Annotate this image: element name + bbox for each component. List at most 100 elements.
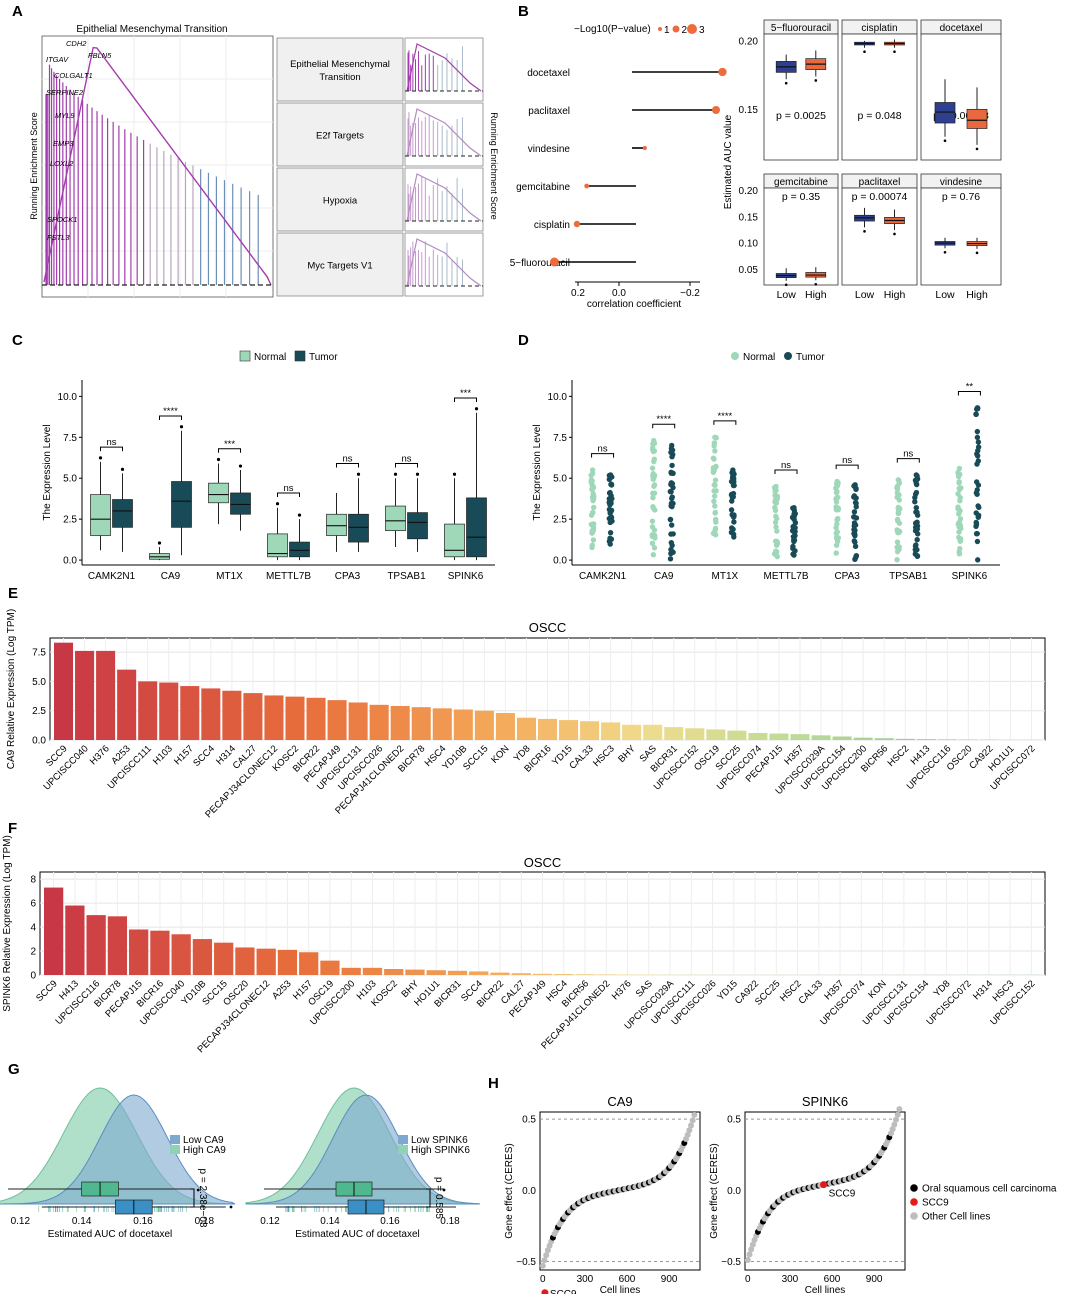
dotD-point bbox=[974, 453, 981, 459]
geneset-name: Epithelial Mesenchymal bbox=[290, 59, 390, 70]
dotD-point bbox=[974, 405, 981, 411]
boxC-xtick-label: MT1X bbox=[216, 571, 243, 582]
dotD-xtick-label: SPINK6 bbox=[952, 571, 988, 582]
ceres-point bbox=[684, 1131, 691, 1138]
facet-panel bbox=[920, 187, 1002, 286]
auc-xtick-label: High bbox=[966, 289, 988, 301]
dotD-point bbox=[713, 519, 719, 525]
gsea-gene-label: FBLN5 bbox=[88, 51, 112, 60]
panelE-bar bbox=[369, 704, 389, 740]
ceres-facet-title: CA9 bbox=[607, 1094, 632, 1109]
lollipop-dot bbox=[573, 220, 581, 228]
dotD-point bbox=[588, 472, 594, 478]
dotD-point bbox=[895, 477, 901, 483]
ceres-point bbox=[894, 1111, 901, 1118]
panelE-bar bbox=[180, 686, 200, 740]
mini-curve bbox=[406, 173, 482, 222]
dotD-point bbox=[730, 514, 737, 520]
ceres-xtick-label: 0 bbox=[540, 1274, 546, 1285]
dotD-point bbox=[894, 485, 900, 491]
density-xtick-label: 0.14 bbox=[72, 1216, 92, 1227]
density-xtick-label: 0.16 bbox=[380, 1216, 400, 1227]
facet-strip-label: paclitaxel bbox=[859, 177, 901, 188]
density-box-outlier bbox=[196, 1188, 200, 1192]
dotD-point bbox=[973, 479, 980, 485]
panelE-bar bbox=[727, 730, 747, 740]
ceres-ytick-label: 0.0 bbox=[522, 1186, 536, 1197]
boxC-body bbox=[112, 499, 133, 528]
panelE-bar bbox=[75, 650, 95, 740]
panelE-bar bbox=[222, 690, 242, 740]
mini-curve bbox=[406, 43, 482, 92]
dotD-point bbox=[651, 474, 657, 480]
dotD-point bbox=[667, 488, 674, 495]
dotD-point bbox=[607, 489, 613, 496]
panelF-bar bbox=[511, 973, 531, 975]
panelE-bar bbox=[453, 709, 473, 740]
facet-p-value: p = 0.76 bbox=[942, 191, 980, 203]
ceres-ytick-label: −0.5 bbox=[516, 1257, 536, 1268]
dotD-ytick-label: 5.0 bbox=[553, 474, 567, 485]
panelE-ytick-label: 5.0 bbox=[32, 677, 46, 688]
panelE-bar bbox=[243, 693, 263, 740]
ceres-point bbox=[544, 1247, 551, 1254]
dotD-point bbox=[913, 504, 920, 511]
dotD-point bbox=[956, 529, 962, 535]
legend-tumor-swatch bbox=[294, 350, 306, 362]
legend-size-label: 1 bbox=[664, 25, 670, 36]
panelE-bar bbox=[769, 733, 789, 740]
boxC-outlier bbox=[356, 472, 361, 476]
boxC-outlier bbox=[452, 472, 457, 476]
boxC-xtick-label: SPINK6 bbox=[448, 571, 484, 582]
dotD-point bbox=[669, 462, 675, 469]
dotD-point bbox=[607, 510, 613, 516]
dotD-point bbox=[650, 504, 656, 510]
panelE-xtick-label: CAL33 bbox=[567, 743, 595, 771]
dotD-point bbox=[590, 491, 596, 497]
panelF-xtick-label: H376 bbox=[610, 978, 634, 1002]
dotD-point bbox=[669, 447, 676, 453]
dotD-point bbox=[668, 470, 674, 476]
dotD-point bbox=[896, 528, 902, 534]
dotD-point bbox=[773, 515, 780, 522]
dotD-point bbox=[651, 490, 658, 496]
panelE-bar bbox=[117, 669, 137, 740]
panelF-bar bbox=[277, 949, 298, 975]
dotD-point bbox=[834, 521, 840, 527]
facet-strip-label: gemcitabine bbox=[774, 177, 828, 188]
panelE-xtick-label: KON bbox=[489, 743, 511, 765]
gsea-gene-label: CDH2 bbox=[66, 39, 87, 48]
dotD-point bbox=[667, 556, 674, 562]
auc-ylabel: Estimated AUC value bbox=[723, 114, 734, 209]
boxC-sig-bracket bbox=[277, 492, 300, 497]
dotD-point bbox=[852, 543, 859, 550]
dotD-sig-label: ns bbox=[598, 444, 608, 455]
boxC-sig-bracket bbox=[100, 446, 123, 452]
dotD-point bbox=[669, 503, 675, 510]
panelF-ytick-label: 4 bbox=[30, 923, 36, 934]
ceres-legend-label: SCC9 bbox=[922, 1198, 949, 1209]
boxC-sig-label: ns bbox=[401, 453, 411, 464]
ceres-point bbox=[893, 1116, 900, 1123]
lollipop-dot bbox=[584, 183, 590, 189]
panelE-bar bbox=[832, 736, 852, 740]
panelF-bar bbox=[490, 972, 510, 975]
ceres-scc9-point bbox=[820, 1181, 828, 1189]
boxC-sig-label: ns bbox=[283, 483, 293, 494]
dotD-point bbox=[851, 530, 857, 537]
panelF-bar bbox=[150, 930, 170, 975]
dotD-point bbox=[651, 458, 657, 465]
dotD-ytick-label: 2.5 bbox=[553, 515, 567, 526]
legend-high-swatch bbox=[170, 1145, 180, 1154]
boxC-outlier bbox=[216, 457, 221, 462]
boxC-ylabel: The Expression Level bbox=[42, 424, 53, 520]
dotD-point bbox=[975, 447, 981, 454]
dotD-point bbox=[773, 548, 779, 554]
dotD-point bbox=[956, 480, 962, 486]
dotD-sig-label: ns bbox=[903, 449, 913, 460]
facet-panel bbox=[763, 33, 839, 161]
density-xlabel: Estimated AUC of docetaxel bbox=[295, 1229, 420, 1240]
panelF-ylabel: SPINK6 Relative Expression (Log TPM) bbox=[2, 835, 13, 1012]
dotD-point bbox=[710, 465, 717, 471]
panelE-bar bbox=[664, 727, 684, 740]
